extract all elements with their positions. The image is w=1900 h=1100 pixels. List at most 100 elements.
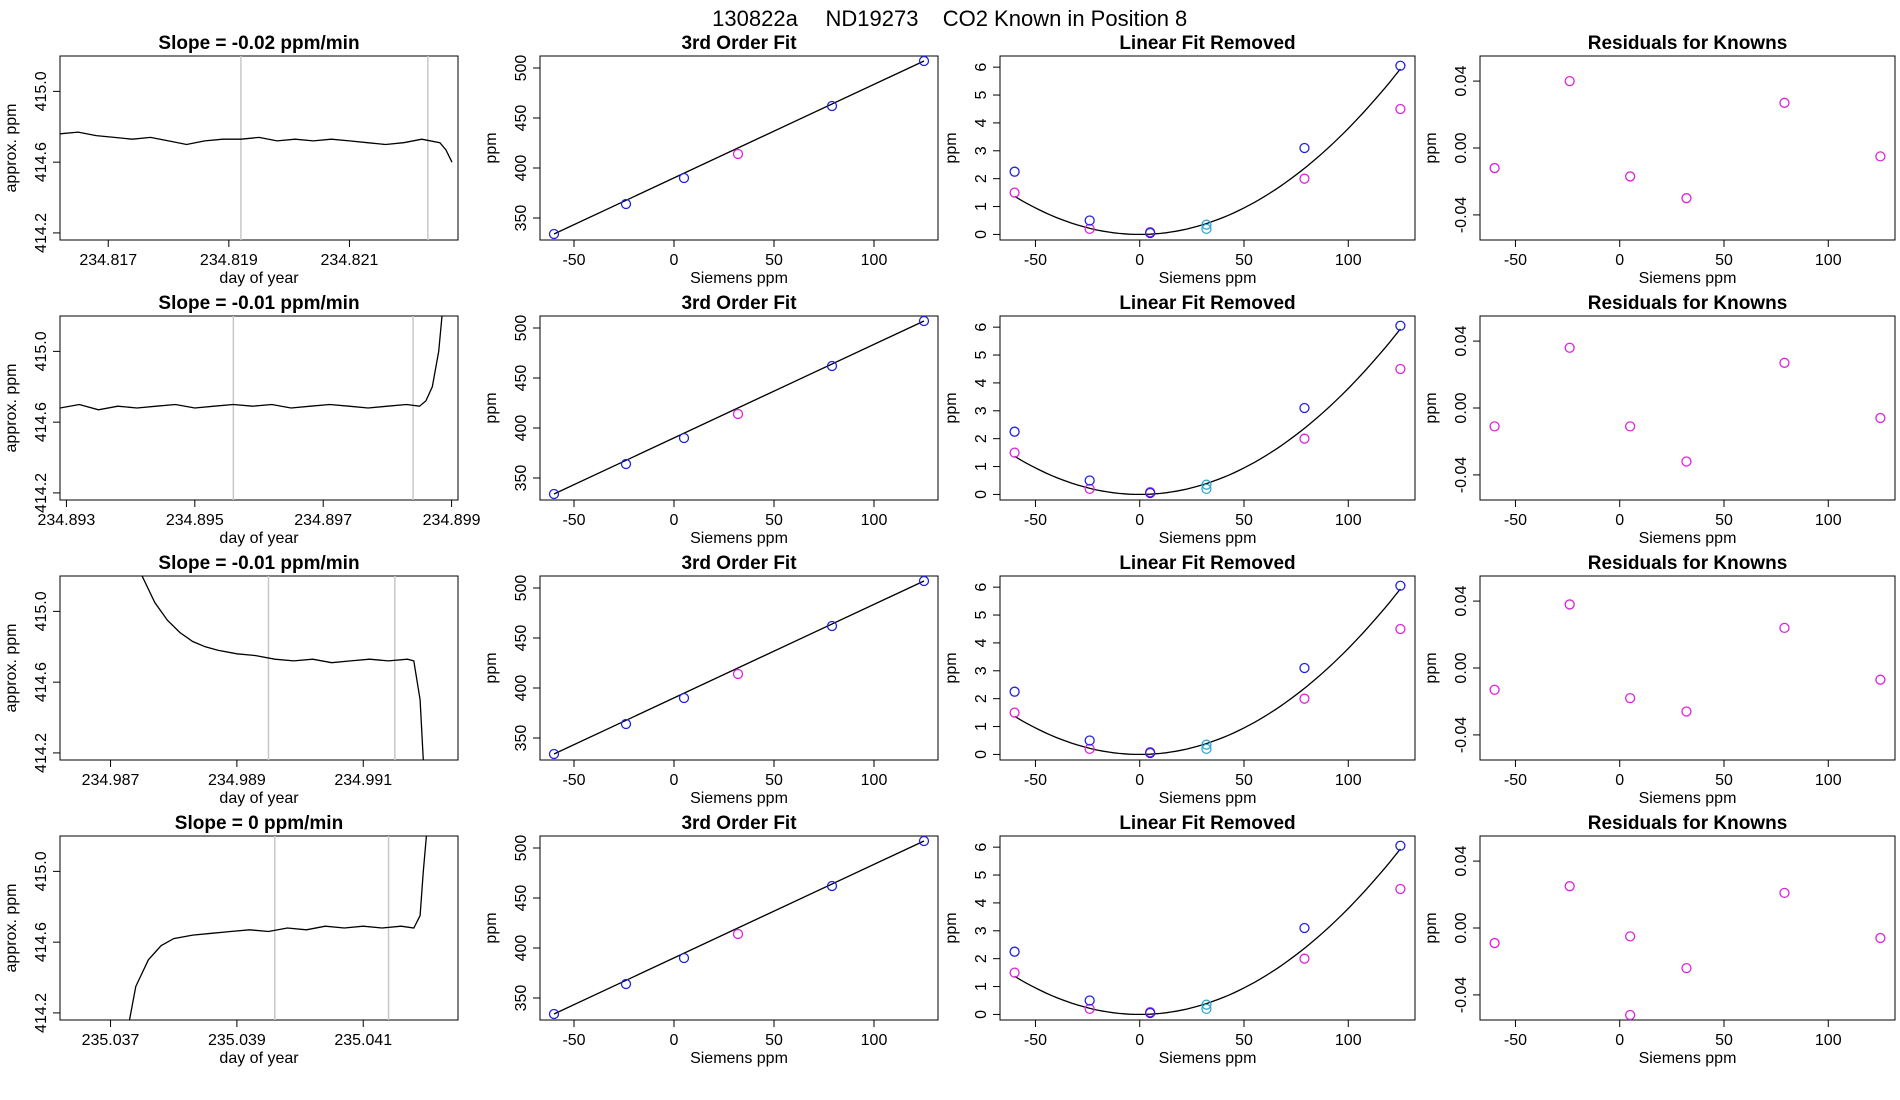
third-order-fit-panel: 3rd Order Fit -50 0 50 100 350 400 450 500 Siemen… <box>483 33 939 287</box>
fit-residual-point <box>1084 735 1095 746</box>
residuals-x-axis-label: Siemens ppm <box>1639 790 1737 807</box>
linfit-y-tick-label: 0 <box>973 750 990 759</box>
residuals-x-tick-label: -50 <box>1504 772 1527 789</box>
linfit-x-tick-label: 50 <box>1235 252 1253 269</box>
linfit-y-tick-label: 1 <box>973 722 990 731</box>
linfit-x-axis-label: Siemens ppm <box>1159 270 1257 287</box>
fit-title: 3rd Order Fit <box>681 813 797 834</box>
time-series-title: Slope = -0.01 ppm/min <box>158 293 359 314</box>
linfit-y-tick-label: 2 <box>973 694 990 703</box>
time-series-y-tick-label: 414.2 <box>33 213 50 253</box>
known-residual-point <box>1875 412 1886 424</box>
linfit-x-tick-label: 100 <box>1335 512 1362 529</box>
time-series-y-tick-label: 414.2 <box>33 473 50 513</box>
fit-y-tick-label: 450 <box>513 105 530 132</box>
third-order-fit-panel: 3rd Order Fit -50 0 50 100 350 400 450 500 Siemen… <box>483 293 939 547</box>
residuals-y-tick-label: 0.04 <box>1453 65 1470 96</box>
fit-residual-point <box>1009 686 1020 697</box>
fit-x-tick-label: 50 <box>765 1032 783 1049</box>
residuals-y-tick-label: 0.00 <box>1453 392 1470 423</box>
linear-residual-point <box>1299 433 1310 444</box>
time-series-y-tick-label: 414.2 <box>33 993 50 1033</box>
sample-residual-point <box>1201 219 1212 230</box>
fit-y-tick-label: 500 <box>513 55 530 82</box>
linfit-x-tick-label: -50 <box>1024 512 1047 529</box>
panel-row-1: Slope = -0.02 ppm/min 234.817 234.819 234.8… <box>3 33 1896 287</box>
known-residual-point <box>1625 692 1636 704</box>
known-residual-point <box>1489 684 1500 695</box>
residuals-x-tick-label: -50 <box>1504 512 1527 529</box>
linfit-x-axis-label: Siemens ppm <box>1159 1050 1257 1067</box>
fit-y-tick-label: 350 <box>513 985 530 1012</box>
fit-plot-frame <box>539 315 939 501</box>
sample-residual-point <box>1201 739 1212 750</box>
time-series-y-axis-label: approx. ppm <box>3 884 20 973</box>
concentration-trace <box>60 316 443 411</box>
fit-x-tick-label: 0 <box>670 512 679 529</box>
linfit-plot-frame <box>999 55 1416 241</box>
fit-y-tick-label: 400 <box>513 935 530 962</box>
known-standard-point <box>918 835 930 847</box>
fit-curve <box>553 840 925 1015</box>
time-series-x-tick-label: 234.819 <box>200 252 258 269</box>
residuals-y-tick-label: 0.04 <box>1453 325 1470 356</box>
fit-plot-frame <box>539 835 939 1021</box>
linfit-x-tick-label: 0 <box>1135 512 1144 529</box>
fit-residual-point <box>1299 662 1310 674</box>
residuals-x-tick-label: 50 <box>1715 1032 1733 1049</box>
sample-residual-point <box>1201 483 1212 494</box>
fit-y-tick-label: 400 <box>513 675 530 702</box>
time-series-y-tick-label: 415.0 <box>33 331 50 371</box>
residuals-y-tick-label: 0.04 <box>1453 585 1470 616</box>
residuals-panel: Residuals for Knowns -50 0 50 100 -0.04 0.00 0.… <box>1423 33 1896 287</box>
residuals-x-tick-label: 100 <box>1815 772 1842 789</box>
time-series-panel: Slope = -0.01 ppm/min 234.987 234.989 234.9… <box>3 553 459 807</box>
residuals-plot-frame <box>1479 315 1896 501</box>
linfit-y-axis-label: ppm <box>943 912 960 943</box>
linfit-y-tick-label: 4 <box>973 118 990 127</box>
linfit-y-tick-label: 6 <box>973 63 990 72</box>
figure-title-run-id: 130822a <box>712 6 798 31</box>
time-series-x-axis-label: day of year <box>219 270 299 287</box>
fit-y-axis-label: ppm <box>483 392 500 423</box>
third-order-fit-panel: 3rd Order Fit -50 0 50 100 350 400 450 500 Siemen… <box>483 813 939 1067</box>
time-series-title: Slope = -0.01 ppm/min <box>158 553 359 574</box>
known-residual-point <box>1489 937 1500 949</box>
fit-x-tick-label: -50 <box>562 512 585 529</box>
unknown-sample-point <box>732 928 744 940</box>
known-residual-point <box>1779 887 1790 899</box>
residuals-x-tick-label: 100 <box>1815 252 1842 269</box>
linear-fit-removed-panel: Linear Fit Removed -50 0 50 100 0 1 2 3 4 5 6 Siemen… <box>943 553 1416 807</box>
residuals-title: Residuals for Knowns <box>1588 33 1788 54</box>
time-series-y-tick-label: 415.0 <box>33 591 50 631</box>
residuals-panel: Residuals for Knowns -50 0 50 100 -0.04 0.00 0.… <box>1423 293 1896 547</box>
known-standard-point <box>620 458 632 470</box>
residuals-x-tick-label: 100 <box>1815 512 1842 529</box>
concentration-trace <box>141 576 424 760</box>
linfit-y-tick-label: 6 <box>973 843 990 852</box>
linfit-x-tick-label: -50 <box>1024 1032 1047 1049</box>
known-residual-point <box>1681 456 1692 467</box>
fit-y-tick-label: 500 <box>513 835 530 862</box>
residuals-x-tick-label: 100 <box>1815 1032 1842 1049</box>
known-standard-point <box>918 55 930 67</box>
time-series-y-tick-label: 415.0 <box>33 71 50 111</box>
residuals-y-axis-label: ppm <box>1423 132 1440 163</box>
time-series-x-tick-label: 234.821 <box>321 252 379 269</box>
known-residual-point <box>1625 1009 1636 1021</box>
linfit-x-tick-label: 0 <box>1135 772 1144 789</box>
residuals-y-tick-label: 0.04 <box>1453 845 1470 876</box>
fit-residual-point <box>1145 227 1156 239</box>
linear-residual-point <box>1395 883 1406 895</box>
residuals-y-tick-label: 0.00 <box>1453 132 1470 163</box>
linfit-y-tick-label: 0 <box>973 1010 990 1019</box>
linfit-title: Linear Fit Removed <box>1119 293 1295 314</box>
residuals-x-tick-label: -50 <box>1504 1032 1527 1049</box>
fit-x-tick-label: 50 <box>765 512 783 529</box>
residual-curve <box>1014 328 1401 496</box>
linfit-x-tick-label: 0 <box>1135 1032 1144 1049</box>
fit-residual-point <box>1299 402 1310 414</box>
known-standard-point <box>678 952 690 964</box>
residuals-x-axis-label: Siemens ppm <box>1639 1050 1737 1067</box>
